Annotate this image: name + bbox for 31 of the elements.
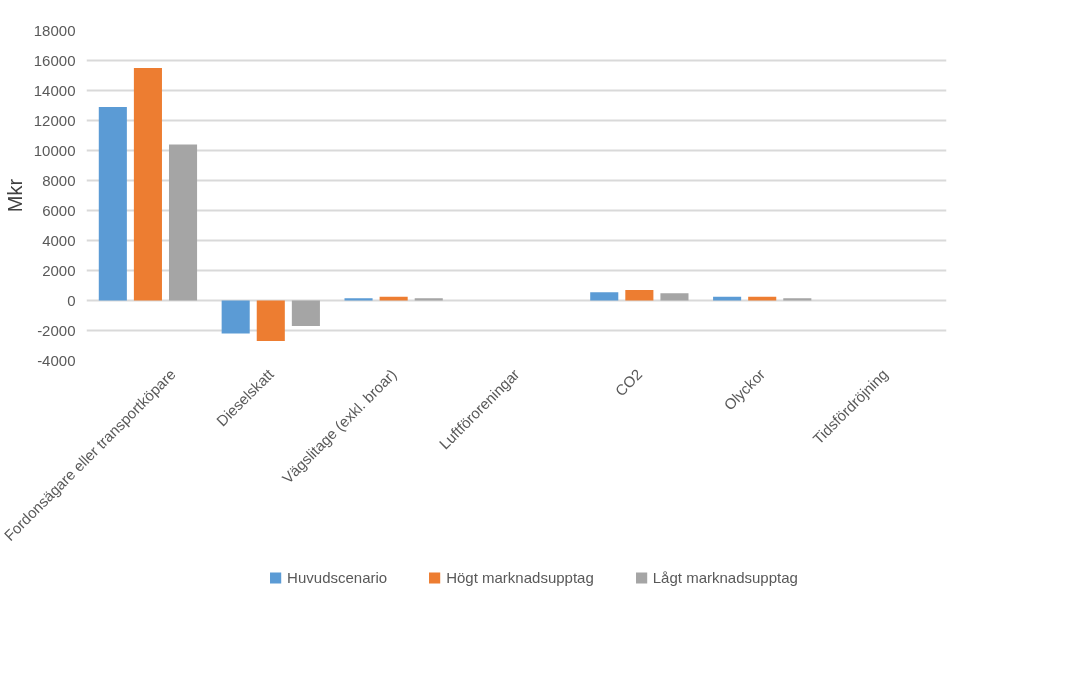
bar [98, 107, 127, 301]
bar [414, 298, 443, 301]
bar [783, 298, 812, 301]
y-tick-label: 16000 [33, 51, 76, 69]
bar [221, 300, 250, 334]
y-tick-label: 8000 [42, 171, 76, 189]
bar [291, 300, 320, 326]
y-tick-label: -4000 [37, 351, 76, 369]
y-tick-label: -2000 [37, 321, 76, 339]
bar [256, 300, 285, 341]
bar [344, 298, 373, 301]
bar [168, 144, 198, 301]
bar [713, 296, 742, 301]
y-tick-label: 6000 [42, 201, 76, 219]
legend-label: Lågt marknadsupptag [652, 568, 798, 586]
bar [660, 293, 689, 301]
bar [379, 296, 408, 301]
legend-label: Huvudscenario [287, 568, 388, 586]
y-tick-label: 18000 [33, 21, 76, 39]
y-tick-label: 2000 [42, 261, 76, 279]
bar [748, 296, 777, 301]
bar [590, 292, 619, 301]
bar [133, 68, 162, 301]
y-tick-label: 4000 [42, 231, 76, 249]
y-tick-label: 12000 [33, 111, 76, 129]
y-tick-label: 0 [67, 291, 76, 309]
y-tick-label: 10000 [33, 141, 76, 159]
y-axis-title: Mkr [3, 178, 26, 213]
bar [625, 290, 654, 301]
y-tick-label: 14000 [33, 81, 76, 99]
legend-label: Högt marknadsupptag [446, 568, 594, 586]
